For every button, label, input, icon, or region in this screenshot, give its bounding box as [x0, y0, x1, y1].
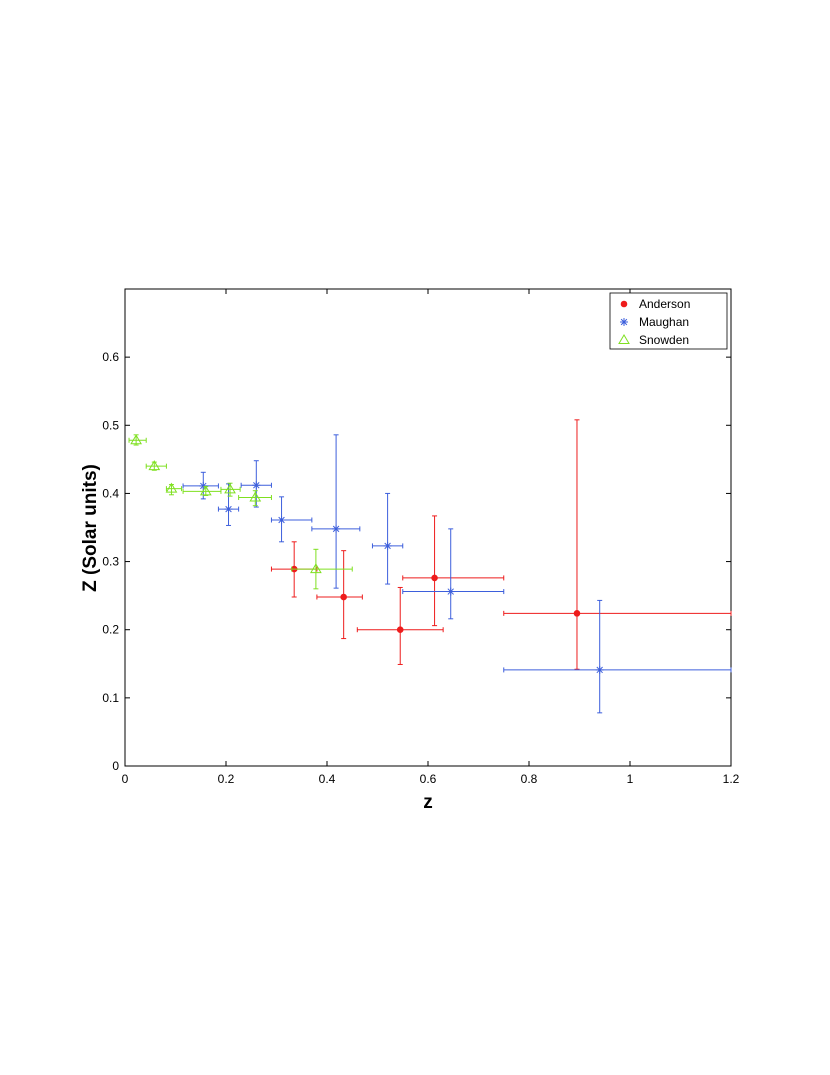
data-point [238, 490, 272, 507]
star-stroke [225, 505, 232, 513]
y-tick-label: 0.3 [102, 555, 119, 569]
y-tick-label: 0.6 [102, 350, 119, 364]
x-tick-label: 1.2 [723, 772, 740, 786]
triangle-marker [199, 485, 212, 496]
data-point [503, 419, 732, 670]
star-marker [595, 665, 604, 674]
dot-marker [431, 574, 438, 582]
axis-ticks: 0 0.2 0.4 0.6 0.8 1 1.2 0 0.1 0.2 0.3 0.4 0.5 0.6 [102, 289, 740, 786]
data-point [128, 434, 147, 446]
y-tick-label: 0.2 [102, 623, 119, 637]
data-point [291, 548, 353, 590]
legend-dot-icon [620, 300, 628, 308]
star-marker [252, 481, 261, 490]
star-marker [224, 505, 233, 514]
legend-entry-anderson: Anderson [620, 297, 690, 311]
legend-label: Anderson [639, 297, 690, 311]
triangle-marker [165, 482, 178, 493]
data-point [402, 528, 505, 620]
series-maughan [182, 434, 732, 714]
legend: Anderson Maughan Snowden [609, 292, 728, 350]
plot-area [124, 288, 732, 767]
data-point [240, 460, 272, 508]
star-stroke [253, 482, 260, 489]
triangle-marker [224, 483, 236, 494]
dot-marker [340, 593, 347, 601]
triangle-marker [310, 563, 322, 574]
data-point [503, 599, 732, 714]
dot-marker [396, 626, 404, 634]
star-marker [446, 587, 455, 596]
data-point [165, 482, 183, 496]
y-axis-title: Z (Solar units) [80, 464, 101, 592]
data-point [220, 482, 241, 497]
y-tick-label: 0.1 [102, 691, 119, 705]
star-marker [332, 524, 341, 533]
triangle-marker [249, 491, 262, 502]
x-tick-label: 1 [627, 772, 634, 786]
star-stroke [278, 516, 285, 524]
data-point [371, 492, 404, 585]
x-tick-label: 0 [122, 772, 129, 786]
chart-marks [128, 419, 732, 714]
series-snowden [128, 434, 353, 590]
x-tick-label: 0.4 [319, 772, 336, 786]
x-axis-title: z [423, 792, 433, 813]
y-tick-label: 0.4 [102, 486, 119, 500]
data-point [270, 496, 313, 543]
star-stroke [596, 666, 603, 674]
star-stroke [200, 482, 207, 490]
legend-box [609, 292, 728, 350]
star-stroke [332, 525, 340, 533]
star-marker [277, 516, 286, 525]
series-anderson [270, 419, 732, 670]
data-point [402, 515, 505, 627]
plot-frame [124, 288, 732, 767]
x-tick-label: 0.2 [218, 772, 235, 786]
y-tick-label: 0.5 [102, 418, 119, 432]
star-stroke [384, 542, 391, 550]
star-stroke [620, 318, 628, 326]
legend-star-icon [620, 318, 628, 326]
y-tick-label: 0 [112, 759, 119, 773]
legend-label: Snowden [639, 333, 689, 347]
legend-label: Maughan [639, 315, 689, 329]
x-tick-label: 0.8 [521, 772, 538, 786]
triangle-marker [148, 460, 161, 471]
star-stroke [447, 588, 454, 595]
x-tick-label: 0.6 [420, 772, 437, 786]
data-point [145, 460, 167, 471]
data-point [316, 550, 363, 640]
data-point [311, 434, 361, 589]
data-point [217, 483, 240, 526]
legend-entry-snowden: Snowden [618, 333, 689, 347]
star-marker [383, 541, 392, 550]
legend-triangle-icon [618, 334, 630, 344]
triangle-marker [130, 434, 142, 445]
data-point [356, 586, 444, 665]
legend-entry-maughan: Maughan [620, 315, 689, 329]
dot-marker [573, 610, 581, 617]
